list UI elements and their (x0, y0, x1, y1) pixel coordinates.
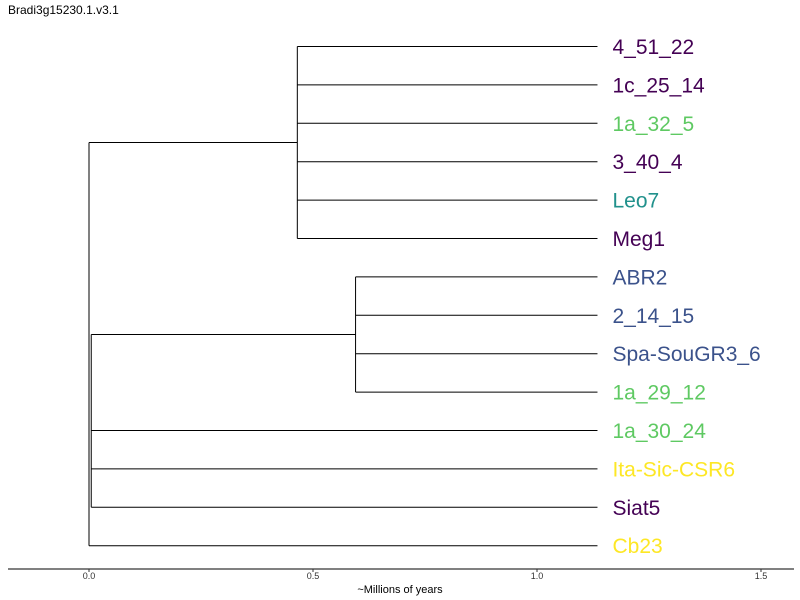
leaf-label-siat5: Siat5 (612, 497, 660, 520)
axis-tick-label: 0.0 (83, 571, 96, 581)
leaf-label-ita-sic-csr6: Ita-Sic-CSR6 (612, 458, 735, 481)
leaf-label-1a-29-12: 1a_29_12 (612, 382, 705, 405)
leaf-label-spa-sougr3-6: Spa-SouGR3_6 (612, 343, 760, 366)
leaf-label-meg1: Meg1 (612, 228, 665, 251)
leaf-label-1a-30-24: 1a_30_24 (612, 420, 706, 443)
axis-tick-label: 1.5 (755, 571, 768, 581)
leaf-label-leo7: Leo7 (612, 190, 659, 213)
axis-tick-label: 0.5 (307, 571, 320, 581)
leaf-label-abr2: ABR2 (612, 266, 667, 289)
leaf-label-2-14-15: 2_14_15 (612, 305, 694, 328)
leaf-label-4-51-22: 4_51_22 (612, 36, 694, 59)
figure-title: Bradi3g15230.1.v3.1 (8, 3, 119, 17)
leaf-label-1c-25-14: 1c_25_14 (612, 74, 705, 97)
tree-branches (88, 46, 598, 547)
time-axis: 0.0 0.5 1.0 1.5 ~Millions of years (8, 568, 794, 596)
leaf-label-1a-32-5: 1a_32_5 (612, 113, 694, 136)
leaf-labels: 4_51_22 1c_25_14 1a_32_5 3_40_4 Leo7 Meg1 ABR2… (612, 36, 760, 558)
axis-tick-label: 1.0 (531, 571, 544, 581)
leaf-label-cb23: Cb23 (612, 535, 662, 558)
axis-ticks: 0.0 0.5 1.0 1.5 (83, 569, 768, 581)
axis-label: ~Millions of years (357, 584, 443, 596)
leaf-label-3-40-4: 3_40_4 (612, 151, 682, 174)
